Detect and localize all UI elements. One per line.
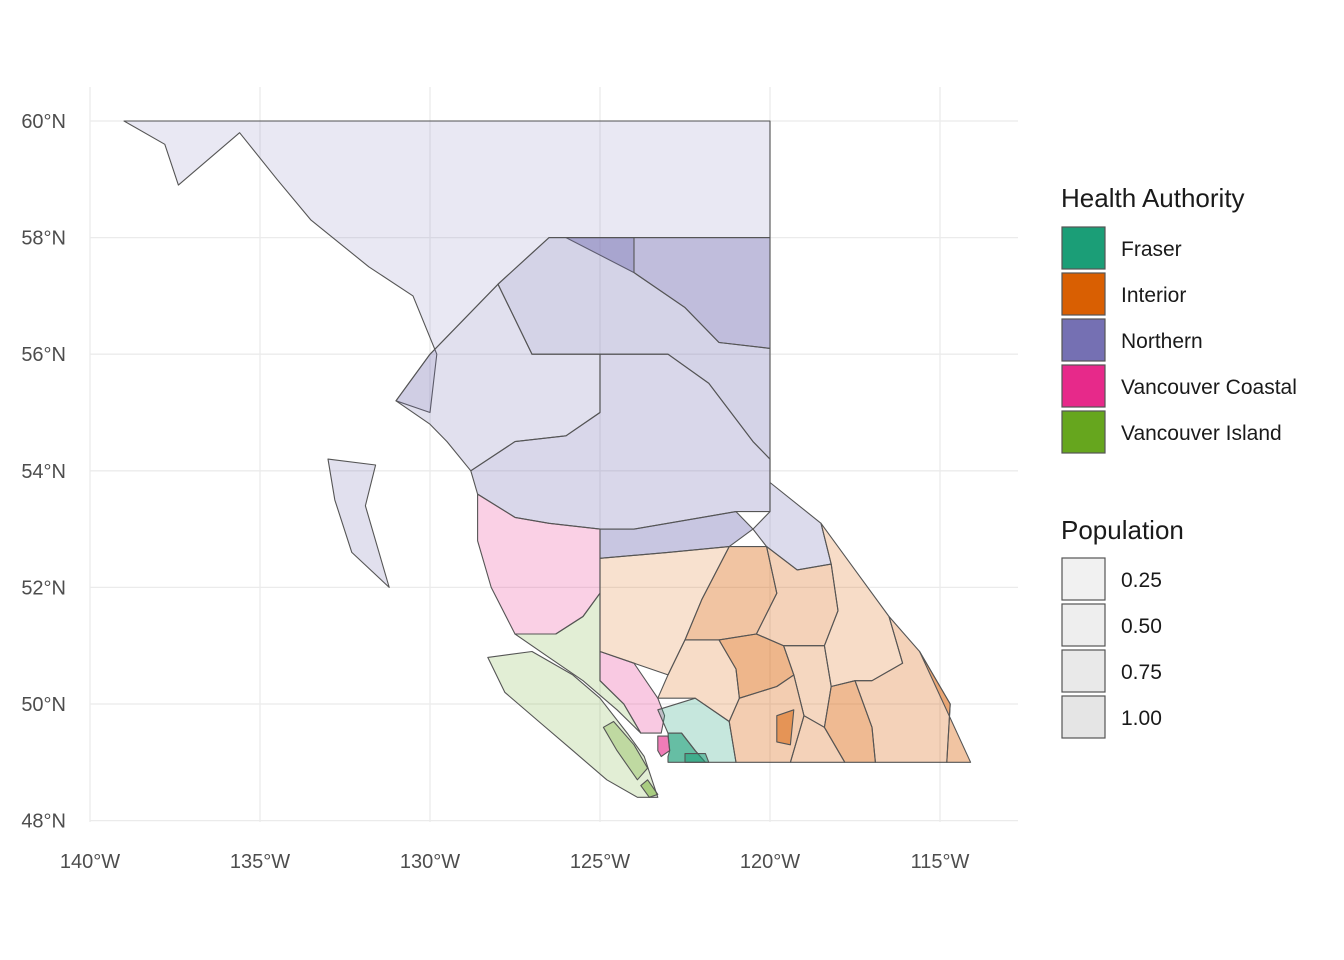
y-tick-label: 48°N	[21, 811, 66, 833]
legend-population-swatch	[1061, 649, 1106, 693]
region-vancouver-island	[514, 592, 642, 734]
legend-label: Vancouver Island	[1121, 422, 1282, 445]
legend-label: Interior	[1121, 284, 1186, 307]
legend-label: Fraser	[1121, 238, 1182, 261]
legend-swatch	[1061, 364, 1106, 408]
x-tick-label: 115°W	[911, 851, 970, 873]
region-northern	[327, 458, 390, 588]
x-tick-label: 125°W	[570, 851, 630, 873]
legend-population-label: 0.50	[1121, 615, 1162, 638]
legend-swatch	[1061, 318, 1106, 362]
y-tick-label: 54°N	[21, 461, 66, 483]
legend-health-authority: Health Authority Fraser Interior Northern V…	[1061, 183, 1297, 454]
legend-swatch	[1061, 272, 1106, 316]
y-tick-label: 50°N	[21, 694, 66, 716]
region-fraser	[684, 753, 710, 763]
x-tick-label: 130°W	[400, 851, 460, 873]
legend-population-swatch	[1061, 557, 1106, 601]
region-vancouver-coastal	[657, 735, 671, 758]
legend-health-authority-title: Health Authority	[1061, 183, 1245, 213]
region-interior	[919, 650, 972, 763]
legend-label: Northern	[1121, 330, 1203, 353]
x-tick-label: 120°W	[740, 851, 800, 873]
legend-population-title: Population	[1061, 515, 1184, 545]
legend-population: Population 0.25 0.50 0.75 1.00	[1061, 515, 1184, 739]
x-tick-label: 140°W	[60, 851, 120, 873]
y-axis-tick-labels: 60°N 58°N 56°N 54°N 52°N 50°N 48°N	[21, 111, 66, 833]
y-tick-label: 58°N	[21, 228, 66, 250]
legend-swatch	[1061, 226, 1106, 270]
y-tick-label: 52°N	[21, 577, 66, 599]
legend-population-swatch	[1061, 603, 1106, 647]
region-vancouver-island	[640, 779, 659, 798]
x-axis-tick-labels: 140°W 135°W 130°W 125°W 120°W 115°W	[60, 851, 970, 873]
y-tick-label: 60°N	[21, 111, 66, 133]
legend-population-label: 0.75	[1121, 661, 1162, 684]
y-tick-label: 56°N	[21, 344, 66, 366]
region-interior	[776, 709, 795, 746]
x-tick-label: 135°W	[230, 851, 290, 873]
map-regions	[123, 120, 972, 798]
legend-population-label: 1.00	[1121, 707, 1162, 730]
legend-swatch	[1061, 410, 1106, 454]
region-vancouver-island	[602, 720, 649, 781]
legend-population-label: 0.25	[1121, 569, 1162, 592]
region-vancouver-island	[487, 650, 659, 798]
legend-label: Vancouver Coastal	[1121, 376, 1297, 399]
legend-population-swatch	[1061, 695, 1106, 739]
